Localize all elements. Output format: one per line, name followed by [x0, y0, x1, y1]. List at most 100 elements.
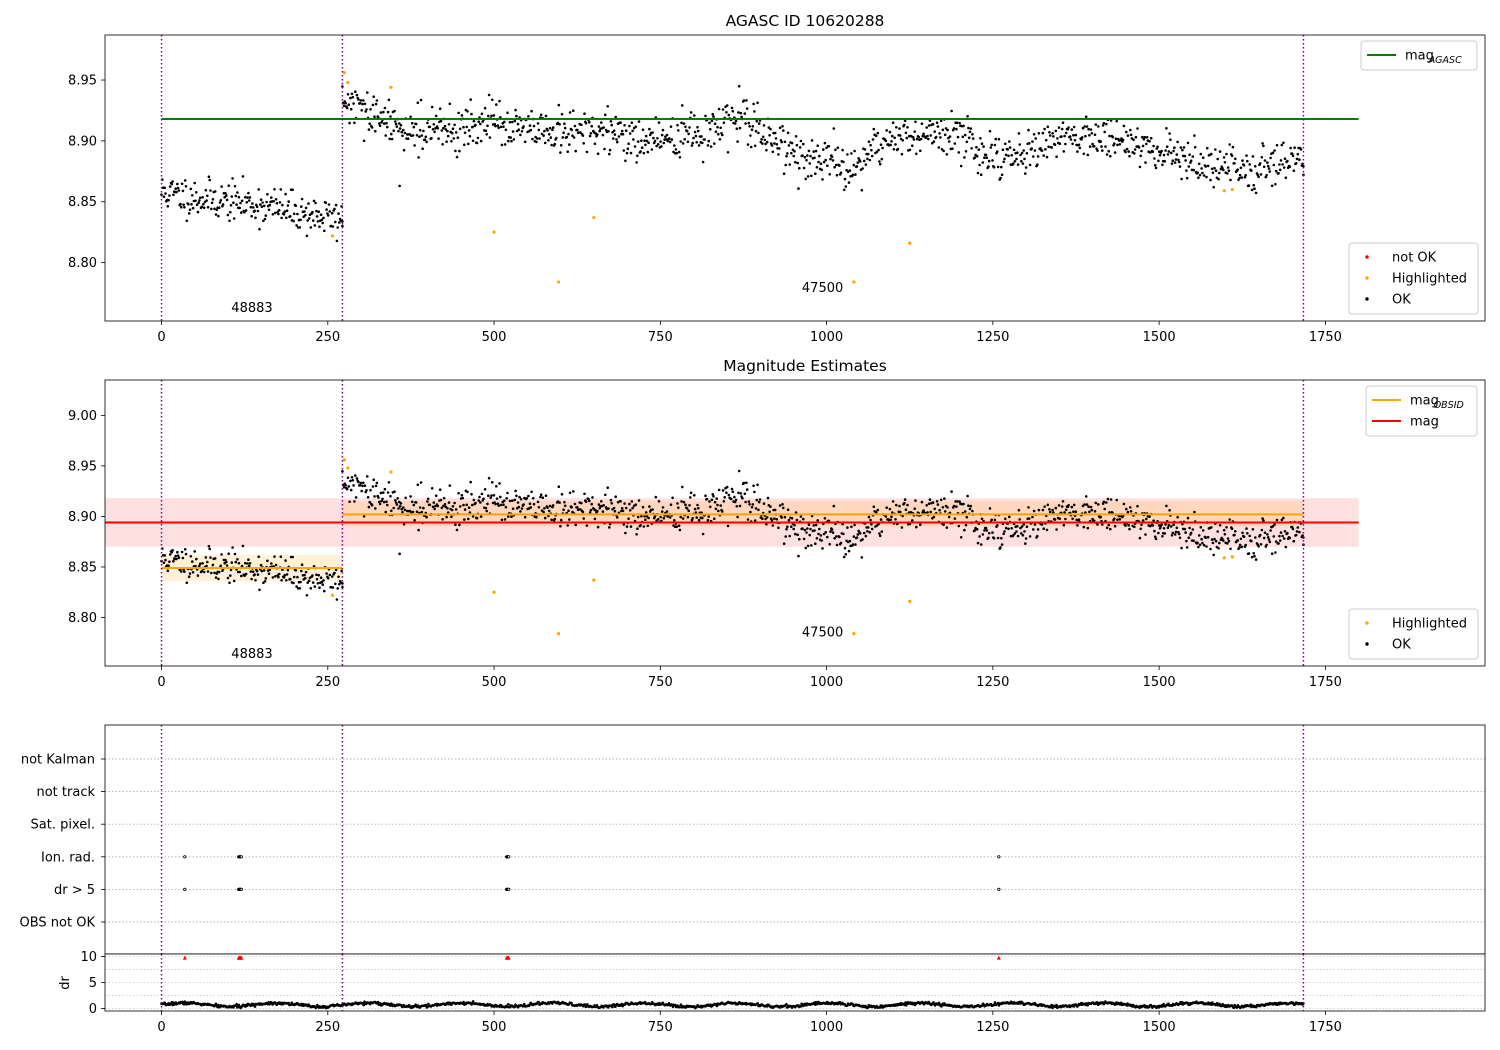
data-point [398, 127, 402, 130]
data-point [733, 495, 736, 499]
data-point [607, 507, 610, 510]
data-point [514, 108, 517, 112]
data-point [742, 481, 746, 485]
data-point [497, 504, 501, 507]
x-tick-label: 1500 [1143, 675, 1176, 690]
data-point [247, 558, 250, 561]
data-point [836, 146, 840, 149]
data-point [642, 525, 646, 528]
data-point [848, 169, 852, 172]
data-point [958, 500, 961, 503]
data-point [996, 536, 1000, 540]
data-point [900, 526, 904, 529]
data-point [643, 139, 646, 142]
data-point [437, 137, 440, 140]
data-point [888, 130, 892, 134]
data-point [537, 128, 541, 132]
data-point [562, 508, 565, 512]
data-point [1069, 138, 1073, 141]
data-point [952, 504, 956, 508]
data-point [1236, 539, 1239, 542]
data-point [705, 497, 709, 501]
data-point [1025, 525, 1029, 528]
data-point [463, 518, 466, 521]
data-point [1141, 144, 1145, 148]
data-point [1012, 534, 1015, 537]
data-point [704, 494, 707, 498]
data-point [567, 132, 570, 136]
data-point [1012, 148, 1016, 152]
data-point [931, 141, 934, 145]
data-point [636, 515, 640, 519]
data-point [955, 121, 959, 125]
data-point [467, 506, 471, 510]
data-point [374, 102, 378, 106]
data-point [1299, 148, 1303, 151]
data-point [550, 518, 553, 522]
data-point [401, 134, 404, 138]
legend-point-swatch [1365, 621, 1369, 625]
data-point [1193, 134, 1196, 137]
data-point [1015, 530, 1018, 533]
data-point [433, 130, 436, 134]
data-point [933, 130, 936, 133]
data-point [979, 543, 983, 546]
legend-point-swatch [1365, 297, 1369, 301]
data-point [1273, 149, 1276, 152]
data-point [989, 146, 993, 149]
data-point [802, 166, 806, 170]
data-point [1250, 188, 1254, 192]
data-point [1206, 535, 1210, 539]
data-point [398, 122, 401, 125]
data-point [755, 119, 759, 123]
data-point [1134, 135, 1138, 139]
data-point [1046, 503, 1050, 507]
flag-marker [239, 855, 243, 859]
data-point [1230, 187, 1234, 192]
data-point [530, 490, 533, 494]
data-point [574, 523, 577, 527]
data-point [665, 133, 669, 137]
data-point [382, 491, 385, 494]
data-point [244, 572, 248, 576]
data-point [395, 503, 399, 506]
data-point [871, 138, 875, 141]
data-point [434, 127, 437, 130]
data-point [831, 159, 835, 162]
data-point [229, 204, 233, 207]
data-point [1262, 519, 1265, 522]
data-point [183, 570, 186, 573]
data-point [1115, 119, 1118, 123]
data-point [1251, 155, 1255, 158]
data-point [1036, 163, 1039, 166]
data-point [980, 517, 984, 521]
data-point [280, 579, 283, 582]
data-point [801, 154, 804, 157]
data-point [522, 125, 525, 128]
data-point [712, 495, 715, 498]
data-point [889, 518, 892, 522]
data-point [448, 102, 452, 106]
y-tick-label: 10 [80, 950, 97, 965]
data-point [966, 494, 969, 498]
data-point [457, 111, 460, 115]
data-point [546, 129, 549, 132]
data-point [315, 573, 318, 576]
data-point [247, 199, 251, 202]
data-point [751, 125, 755, 128]
data-point [656, 518, 660, 521]
data-point [1211, 171, 1215, 174]
data-point [1230, 527, 1234, 531]
data-point [1158, 527, 1162, 530]
data-point [737, 111, 740, 114]
data-point [679, 515, 682, 519]
data-point [1118, 143, 1122, 146]
data-point [478, 495, 481, 499]
data-point [498, 99, 501, 103]
data-point [406, 137, 410, 140]
data-point [1108, 511, 1111, 514]
data-point [913, 130, 916, 133]
data-point [1291, 154, 1295, 158]
data-point [1129, 133, 1133, 137]
data-point [780, 516, 783, 519]
